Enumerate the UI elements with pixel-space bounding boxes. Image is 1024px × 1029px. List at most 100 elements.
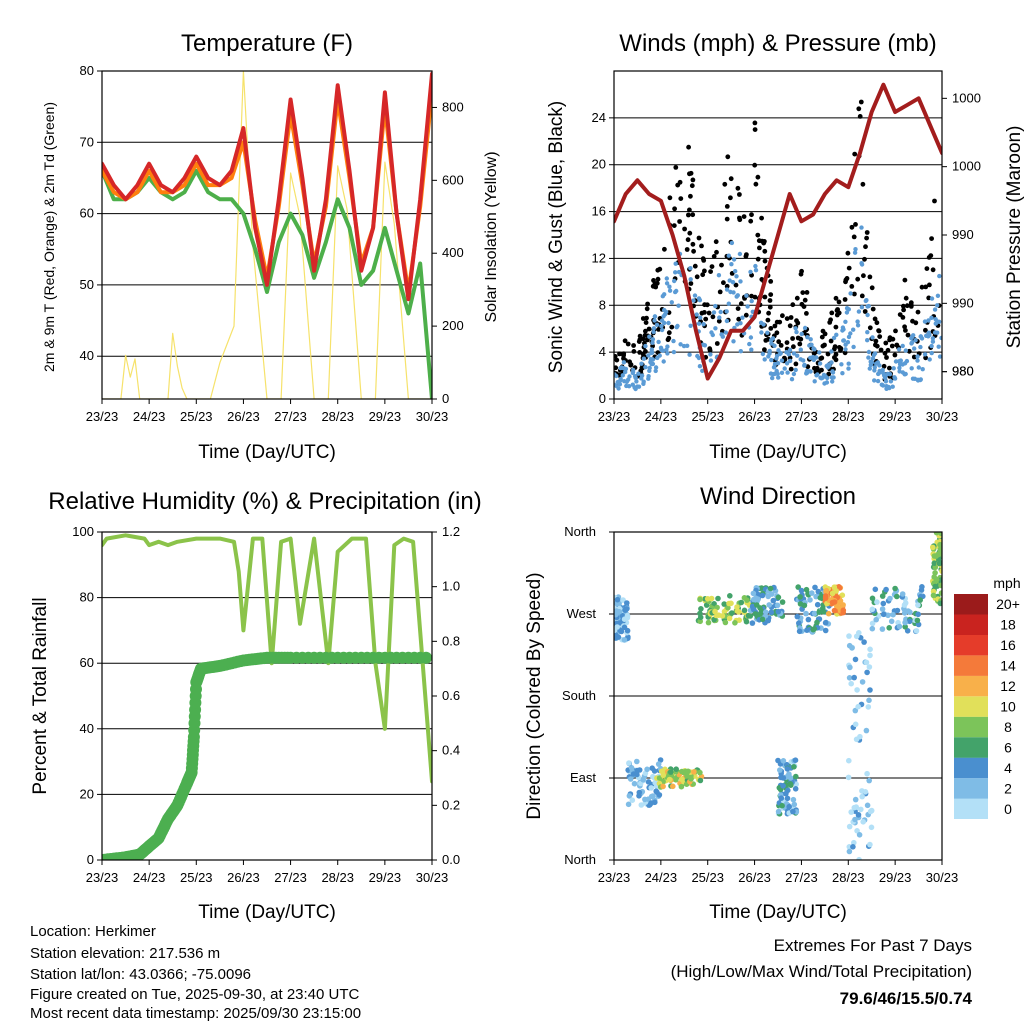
winds-point: [866, 355, 871, 360]
direction-point: [856, 856, 862, 860]
direction-ylabel: Direction (Colored By Speed): [524, 572, 545, 819]
winds-point: [784, 340, 790, 345]
winds-xtick-label: 29/23: [879, 409, 912, 424]
winds-point: [888, 379, 894, 384]
temperature-chart: 40 50 60 70 80 23/23 24/23 25/23 26/23 27/23 28/23…: [80, 63, 464, 424]
winds-point: [915, 378, 921, 383]
winds-point: [769, 357, 774, 363]
winds-point: [659, 347, 664, 353]
direction-point: [937, 541, 942, 548]
direction-point: [869, 625, 876, 632]
direction-point: [685, 768, 691, 775]
direction-point: [861, 639, 867, 645]
winds-point: [859, 262, 865, 267]
winds-point: [661, 314, 666, 319]
humidity-series-relative-humidity: [102, 533, 432, 784]
colorbar-swatch: [954, 594, 988, 615]
direction-cluster: [775, 757, 800, 817]
colorbar-swatch: [954, 655, 988, 676]
colorbar-tick-label: 4: [1004, 760, 1012, 776]
winds-point: [737, 251, 743, 257]
winds-point: [853, 222, 858, 227]
direction-point: [850, 844, 856, 850]
humidity-ylabel: Percent & Total Rainfall: [30, 597, 51, 794]
direction-point: [864, 802, 871, 809]
colorbar-swatch: [954, 716, 988, 738]
winds-point: [853, 247, 858, 252]
direction-point: [888, 618, 895, 625]
colorbar-tick-label: 18: [1000, 617, 1016, 633]
direction-point: [849, 645, 855, 651]
direction-point: [787, 781, 794, 787]
winds-point: [686, 144, 691, 150]
winds-point: [755, 256, 761, 262]
direction-point: [883, 586, 889, 593]
direction-point: [629, 797, 636, 803]
winds-xtick-label: 24/23: [645, 409, 678, 424]
winds-point: [651, 278, 656, 283]
winds-point: [819, 367, 824, 373]
winds-point: [769, 337, 774, 343]
winds-point: [862, 256, 867, 262]
winds-point: [923, 327, 928, 333]
direction-point: [794, 613, 801, 620]
direction-point: [711, 601, 717, 607]
winds-point: [924, 266, 930, 271]
winds-point: [700, 272, 706, 278]
winds-point: [793, 367, 798, 373]
temperature-y2tick-label: 400: [442, 245, 464, 260]
colorbar-tick-label: 8: [1004, 719, 1012, 735]
winds-point: [935, 293, 941, 298]
temperature-xlabel: Time (Day/UTC): [198, 442, 336, 463]
winds-point: [795, 353, 800, 358]
winds-point: [793, 326, 798, 331]
direction-point: [867, 652, 873, 659]
winds-point: [825, 351, 831, 357]
winds-point: [718, 309, 723, 315]
winds-point: [672, 206, 677, 212]
winds-point: [791, 344, 796, 350]
temperature-y2tick-label: 0: [442, 391, 449, 406]
winds-point: [738, 349, 743, 354]
direction-point: [831, 607, 838, 614]
winds-point: [659, 318, 665, 323]
winds-point: [721, 280, 726, 286]
direction-point: [813, 593, 819, 600]
winds-point: [833, 357, 839, 363]
winds-point: [867, 274, 873, 280]
winds-point: [687, 352, 692, 357]
winds-point: [896, 359, 902, 364]
winds-point: [685, 237, 691, 243]
winds-point: [652, 318, 657, 323]
direction-point: [845, 774, 852, 781]
direction-point: [812, 584, 818, 591]
winds-point: [902, 324, 907, 330]
winds-point: [780, 313, 785, 319]
direction-point: [648, 800, 654, 806]
winds-point: [687, 230, 693, 236]
winds-point: [852, 291, 857, 297]
direction-point: [854, 687, 860, 693]
direction-point: [673, 766, 679, 772]
winds-point: [795, 335, 801, 341]
winds-point: [632, 385, 637, 390]
direction-ytick-label: West: [567, 606, 597, 621]
winds-point: [699, 243, 704, 249]
winds-point: [724, 204, 730, 209]
winds-y2tick-label: 980: [952, 364, 974, 379]
winds-y2tick-label: 980: [952, 364, 974, 379]
direction-point: [755, 596, 761, 602]
winds-point: [824, 380, 830, 385]
direction-point: [866, 697, 872, 704]
humidity-y2tick-label: 0.0: [442, 852, 460, 867]
direction-point: [807, 597, 813, 603]
winds-point: [911, 333, 916, 338]
winds-point: [673, 165, 679, 170]
winds-point: [902, 277, 908, 283]
temperature-xtick-label: 23/23: [86, 409, 119, 424]
direction-xtick-label: 24/23: [645, 870, 678, 885]
winds-point: [836, 299, 842, 305]
direction-point: [628, 765, 635, 771]
